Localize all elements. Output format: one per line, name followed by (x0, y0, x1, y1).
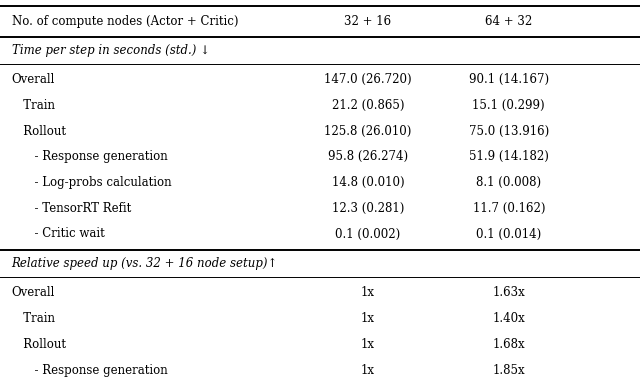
Text: Train: Train (12, 312, 54, 325)
Text: 11.7 (0.162): 11.7 (0.162) (472, 202, 545, 215)
Text: 64 + 32: 64 + 32 (485, 15, 532, 28)
Text: 125.8 (26.010): 125.8 (26.010) (324, 125, 412, 138)
Text: 15.1 (0.299): 15.1 (0.299) (472, 99, 545, 112)
Text: 14.8 (0.010): 14.8 (0.010) (332, 176, 404, 189)
Text: Relative speed up (vs. 32 + 16 node setup)↑: Relative speed up (vs. 32 + 16 node setu… (12, 257, 278, 270)
Text: 1.68x: 1.68x (493, 338, 525, 351)
Text: Time per step in seconds (std.) ↓: Time per step in seconds (std.) ↓ (12, 44, 209, 57)
Text: Train: Train (12, 99, 54, 112)
Text: 147.0 (26.720): 147.0 (26.720) (324, 73, 412, 86)
Text: 0.1 (0.014): 0.1 (0.014) (476, 228, 541, 240)
Text: Overall: Overall (12, 73, 55, 86)
Text: - Log-probs calculation: - Log-probs calculation (12, 176, 171, 189)
Text: - Critic wait: - Critic wait (12, 228, 104, 240)
Text: 0.1 (0.002): 0.1 (0.002) (335, 228, 401, 240)
Text: 1x: 1x (361, 364, 375, 376)
Text: 90.1 (14.167): 90.1 (14.167) (468, 73, 549, 86)
Text: No. of compute nodes (Actor + Critic): No. of compute nodes (Actor + Critic) (12, 15, 238, 28)
Text: 8.1 (0.008): 8.1 (0.008) (476, 176, 541, 189)
Text: 1x: 1x (361, 338, 375, 351)
Text: - Response generation: - Response generation (12, 364, 167, 376)
Text: Rollout: Rollout (12, 125, 65, 138)
Text: 75.0 (13.916): 75.0 (13.916) (468, 125, 549, 138)
Text: - TensorRT Refit: - TensorRT Refit (12, 202, 131, 215)
Text: 95.8 (26.274): 95.8 (26.274) (328, 150, 408, 163)
Text: Rollout: Rollout (12, 338, 65, 351)
Text: Overall: Overall (12, 287, 55, 299)
Text: 1x: 1x (361, 312, 375, 325)
Text: - Response generation: - Response generation (12, 150, 167, 163)
Text: 1.85x: 1.85x (493, 364, 525, 376)
Text: 32 + 16: 32 + 16 (344, 15, 392, 28)
Text: 1.40x: 1.40x (492, 312, 525, 325)
Text: 12.3 (0.281): 12.3 (0.281) (332, 202, 404, 215)
Text: 1x: 1x (361, 287, 375, 299)
Text: 1.63x: 1.63x (492, 287, 525, 299)
Text: 51.9 (14.182): 51.9 (14.182) (469, 150, 548, 163)
Text: 21.2 (0.865): 21.2 (0.865) (332, 99, 404, 112)
